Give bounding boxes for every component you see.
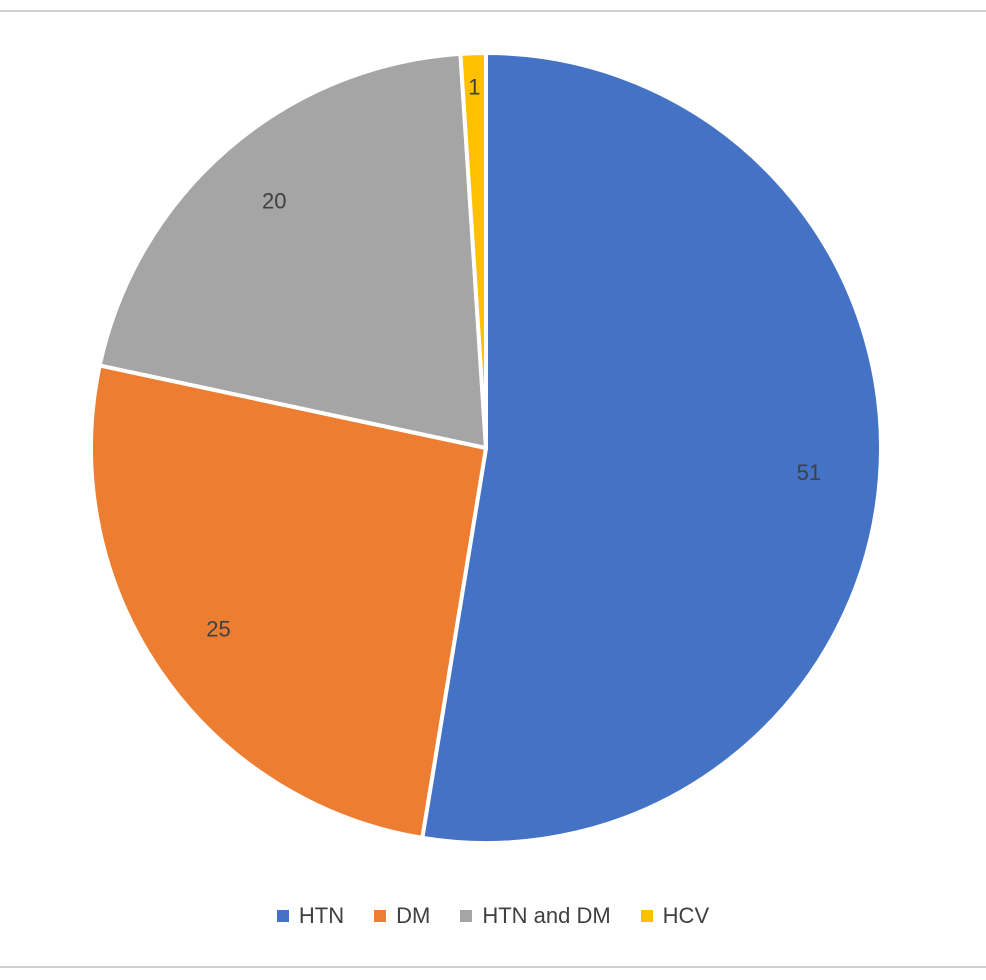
legend-item-dm: DM xyxy=(374,903,430,929)
legend-item-hcv: HCV xyxy=(640,903,710,929)
data-label-htn-and-dm: 20 xyxy=(262,189,286,214)
legend-label: HTN and DM xyxy=(482,903,611,928)
legend-label: DM xyxy=(396,903,431,928)
chart-legend: HTN DM HTN and DM HCV xyxy=(0,896,986,936)
pie-slice-htn-and-dm xyxy=(97,51,488,450)
data-label-htn: 51 xyxy=(797,460,821,485)
data-label-hcv: 1 xyxy=(468,75,480,100)
legend-swatch xyxy=(460,910,473,922)
bottom-border xyxy=(0,966,986,968)
pie-slice-hcv xyxy=(458,51,488,450)
legend-label: HTN xyxy=(298,903,345,928)
top-border xyxy=(0,10,986,12)
pie-slice-htn xyxy=(420,51,883,845)
legend-label: HCV xyxy=(662,903,710,928)
legend-swatch xyxy=(276,910,289,922)
legend-swatch xyxy=(640,910,653,922)
pie-slice-dm xyxy=(89,363,488,840)
data-label-dm: 25 xyxy=(206,616,230,641)
pie-chart: 51 25 20 1 xyxy=(89,51,883,845)
legend-swatch xyxy=(374,910,387,922)
legend-item-htn: HTN xyxy=(276,903,345,929)
legend-item-htn-and-dm: HTN and DM xyxy=(460,903,611,929)
